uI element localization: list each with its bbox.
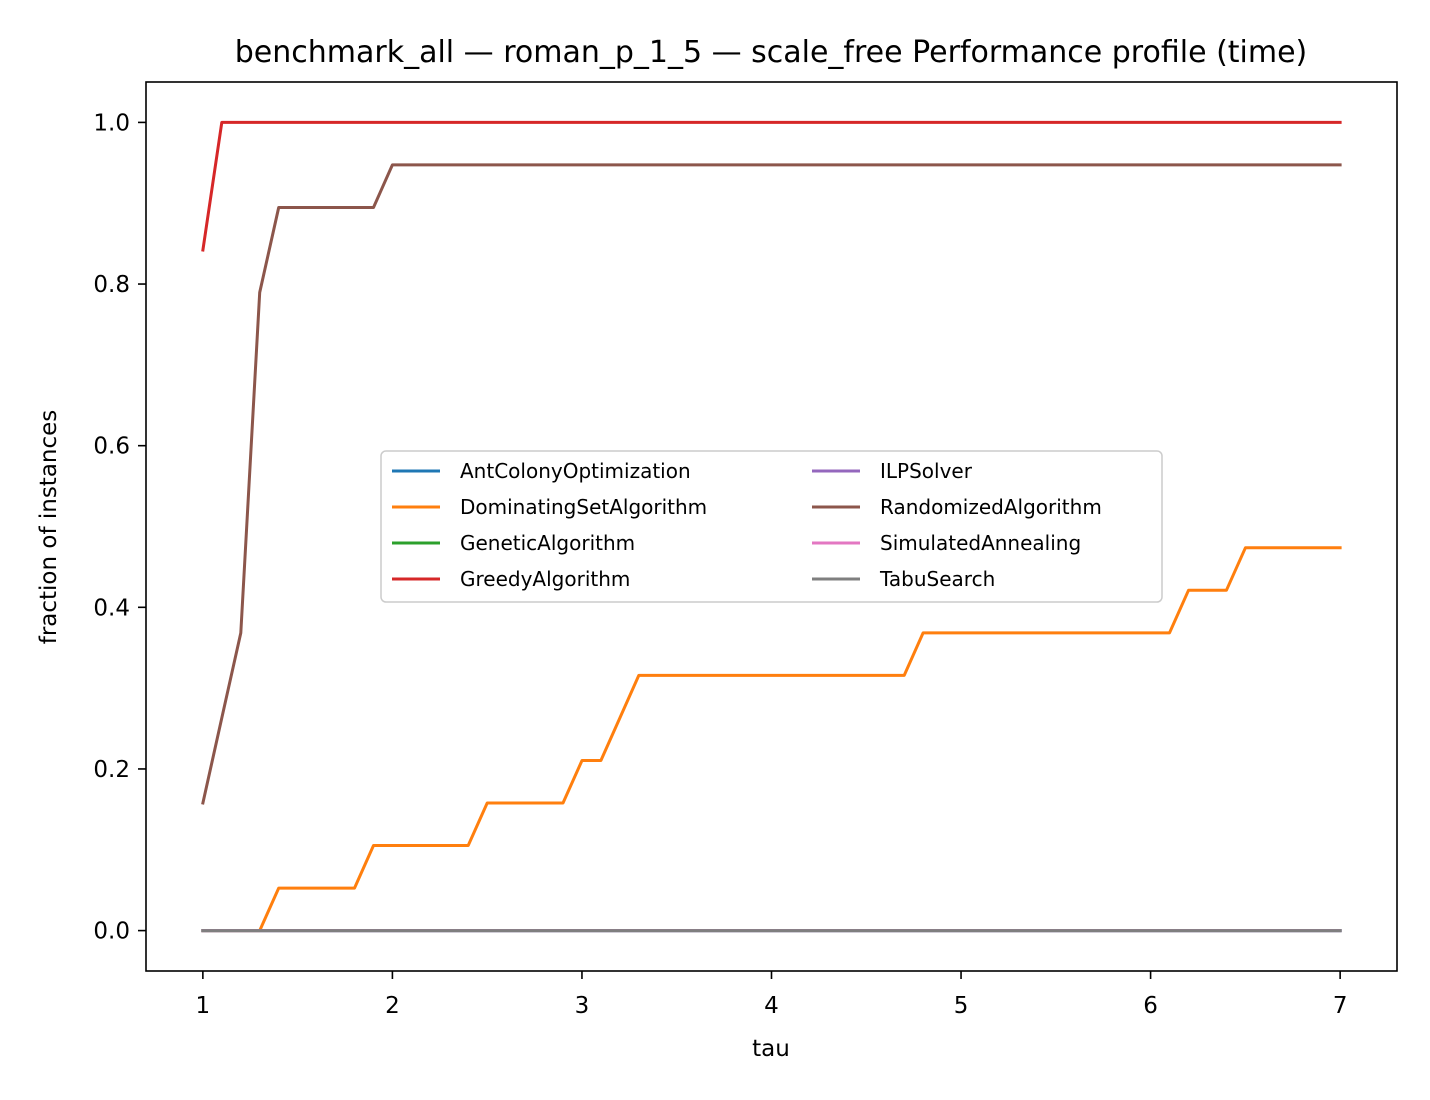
legend-item-ilpsolver: ILPSolver <box>812 459 973 483</box>
y-tick-label: 0.4 <box>93 595 130 621</box>
y-axis: 0.0 0.2 0.4 0.6 0.8 1.0 <box>93 110 146 945</box>
x-tick-label: 6 <box>1143 993 1158 1019</box>
legend: AntColonyOptimization DominatingSetAlgori… <box>380 450 1163 603</box>
legend-item-randomized-algorithm: RandomizedAlgorithm <box>812 495 1102 519</box>
legend-label: TabuSearch <box>879 567 995 591</box>
series-line-dominating-set-algorithm <box>201 546 1342 933</box>
legend-item-ant-colony-optimization: AntColonyOptimization <box>392 459 691 483</box>
y-tick-label: 0.6 <box>93 434 130 460</box>
y-tick-label: 1.0 <box>93 110 130 136</box>
legend-label: DominatingSetAlgorithm <box>460 495 707 519</box>
legend-label: SimulatedAnnealing <box>880 531 1081 555</box>
x-axis: 1 2 3 4 5 6 7 <box>196 971 1348 1019</box>
legend-item-greedy-algorithm: GreedyAlgorithm <box>392 567 630 591</box>
legend-item-simulated-annealing: SimulatedAnnealing <box>812 531 1081 555</box>
x-axis-label: tau <box>752 1036 790 1062</box>
x-tick-label: 1 <box>196 993 211 1019</box>
y-tick-label: 0.0 <box>93 919 130 945</box>
chart-title: benchmark_all — roman_p_1_5 — scale_free… <box>235 35 1308 70</box>
legend-label: GreedyAlgorithm <box>460 567 630 591</box>
legend-item-genetic-algorithm: GeneticAlgorithm <box>392 531 635 555</box>
x-tick-label: 7 <box>1333 993 1348 1019</box>
y-tick-label: 0.2 <box>93 757 130 783</box>
x-tick-label: 2 <box>385 993 400 1019</box>
x-tick-label: 4 <box>764 993 779 1019</box>
legend-item-tabu-search: TabuSearch <box>812 567 995 591</box>
series-line-randomized-algorithm <box>201 163 1342 805</box>
y-axis-label: fraction of instances <box>36 410 62 645</box>
legend-label: AntColonyOptimization <box>460 459 691 483</box>
legend-label: RandomizedAlgorithm <box>880 495 1102 519</box>
series-line-greedy-algorithm <box>201 120 1342 252</box>
series-layer <box>201 120 1342 933</box>
legend-label: GeneticAlgorithm <box>460 531 635 555</box>
legend-label: ILPSolver <box>880 459 973 483</box>
legend-frame <box>380 450 1163 603</box>
legend-items: AntColonyOptimization DominatingSetAlgori… <box>392 459 1102 591</box>
x-tick-label: 3 <box>575 993 590 1019</box>
y-tick-label: 0.8 <box>93 272 130 298</box>
legend-item-dominating-set-algorithm: DominatingSetAlgorithm <box>392 495 707 519</box>
x-tick-label: 5 <box>954 993 969 1019</box>
